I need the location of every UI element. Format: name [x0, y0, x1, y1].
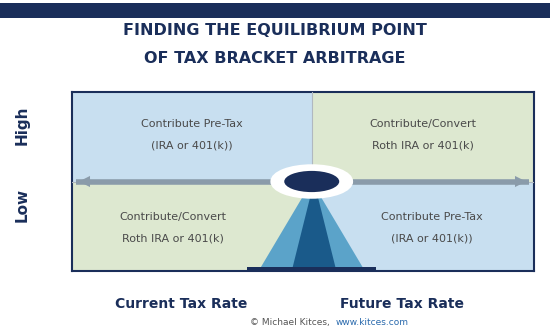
Text: Contribute/Convert: Contribute/Convert [369, 119, 476, 129]
Text: Roth IRA or 401(k): Roth IRA or 401(k) [122, 234, 224, 244]
Text: Current Tax Rate: Current Tax Rate [116, 297, 248, 311]
Text: (IRA or 401(k)): (IRA or 401(k)) [391, 234, 472, 244]
Text: (IRA or 401(k)): (IRA or 401(k)) [151, 141, 233, 151]
Circle shape [272, 166, 351, 197]
Circle shape [284, 171, 339, 192]
Text: FINDING THE EQUILIBRIUM POINT: FINDING THE EQUILIBRIUM POINT [123, 23, 427, 38]
Bar [312, 182, 534, 271]
Polygon shape [293, 182, 336, 267]
Bar [72, 182, 312, 271]
Bar [312, 92, 534, 182]
Text: Low: Low [14, 187, 30, 222]
Text: www.kitces.com: www.kitces.com [336, 318, 409, 327]
Bar [247, 267, 376, 278]
Text: Roth IRA or 401(k): Roth IRA or 401(k) [372, 141, 474, 151]
Text: © Michael Kitces,: © Michael Kitces, [250, 318, 330, 327]
Text: High: High [14, 106, 30, 145]
Text: Contribute Pre-Tax: Contribute Pre-Tax [141, 119, 243, 129]
Polygon shape [261, 182, 362, 267]
Text: Future Tax Rate: Future Tax Rate [339, 297, 464, 311]
Text: Contribute Pre-Tax: Contribute Pre-Tax [381, 212, 483, 222]
Text: OF TAX BRACKET ARBITRAGE: OF TAX BRACKET ARBITRAGE [144, 51, 406, 66]
Text: Contribute/Convert: Contribute/Convert [120, 212, 227, 222]
Bar [72, 92, 312, 182]
